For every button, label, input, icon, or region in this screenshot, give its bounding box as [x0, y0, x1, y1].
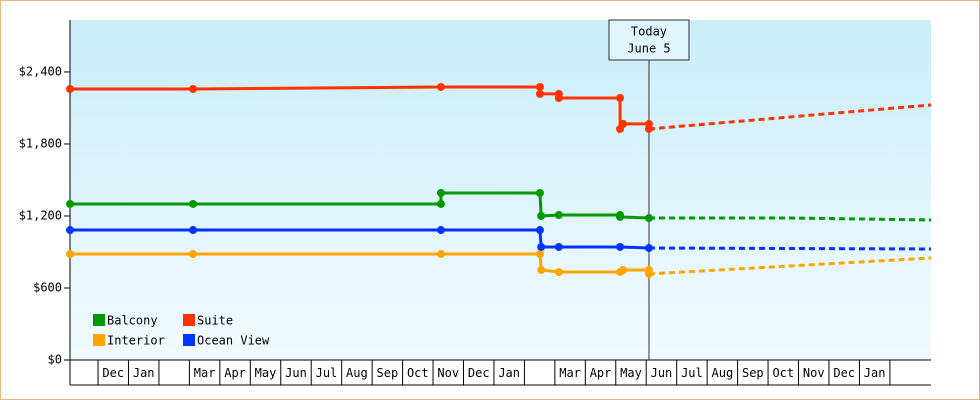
today-label: June 5 — [627, 42, 670, 56]
price-point — [644, 269, 653, 278]
x-tick-label: Dec — [468, 366, 490, 380]
price-point — [189, 85, 198, 94]
legend-label: Ocean View — [197, 334, 270, 348]
price-point — [436, 199, 445, 208]
x-tick-label: Oct — [407, 366, 429, 380]
x-tick-label: Jul — [681, 366, 703, 380]
price-point — [66, 85, 74, 94]
x-tick-label: Jan — [133, 366, 155, 380]
price-point — [535, 226, 544, 235]
price-point — [535, 82, 544, 91]
legend-swatch — [183, 334, 195, 346]
price-point — [554, 268, 563, 277]
x-tick-label: Dec — [833, 366, 855, 380]
legend-swatch — [183, 314, 195, 326]
price-point — [535, 188, 544, 197]
x-tick-label: Mar — [194, 366, 216, 380]
legend-label: Balcony — [107, 314, 158, 328]
today-box — [608, 19, 690, 61]
forecast-line — [648, 103, 932, 131]
x-tick-label: Apr — [224, 366, 246, 380]
price-point — [189, 250, 198, 259]
x-tick-label: Apr — [590, 366, 612, 380]
x-tick-label: Sep — [742, 366, 764, 380]
price-point — [436, 250, 445, 259]
price-point — [554, 242, 563, 251]
x-tick-label: Aug — [346, 366, 368, 380]
x-tick-label: May — [255, 366, 277, 380]
price-point — [66, 226, 74, 235]
price-point — [189, 199, 198, 208]
x-tick-label: Nov — [437, 366, 459, 380]
x-tick-label: May — [620, 366, 642, 380]
price-point — [644, 214, 653, 223]
x-tick-label: Aug — [712, 366, 734, 380]
legend-swatch — [93, 334, 105, 346]
y-tick-label: $2,400 — [19, 64, 62, 78]
price-point — [644, 124, 653, 133]
x-tick-label: Nov — [803, 366, 825, 380]
forecast-line — [648, 246, 932, 251]
legend-swatch — [93, 314, 105, 326]
x-tick-label: Jan — [864, 366, 886, 380]
price-point — [537, 265, 546, 274]
legend-label: Suite — [197, 314, 233, 328]
legend-label: Interior — [107, 334, 165, 348]
x-tick-label: Jul — [316, 366, 338, 380]
x-tick-label: Jun — [285, 366, 307, 380]
x-tick-label: Mar — [559, 366, 581, 380]
price-point — [537, 211, 546, 220]
price-line — [70, 252, 651, 274]
price-point — [66, 250, 74, 259]
forecast-line — [648, 216, 932, 222]
plot-area — [70, 20, 931, 360]
y-tick-label: $0 — [48, 353, 62, 367]
price-point — [619, 265, 628, 274]
price-point — [436, 188, 445, 197]
y-tick-label: $1,200 — [19, 208, 62, 222]
price-point — [616, 212, 625, 221]
price-point — [616, 94, 625, 103]
x-tick-label: Oct — [772, 366, 794, 380]
x-tick-label: Dec — [102, 366, 124, 380]
forecast-line — [648, 256, 932, 276]
price-line — [70, 228, 650, 250]
price-point — [535, 250, 544, 259]
y-tick-label: $600 — [33, 280, 62, 294]
y-tick-label: $1,800 — [19, 136, 62, 150]
price-point — [537, 242, 546, 251]
price-point — [436, 82, 445, 91]
price-point — [189, 226, 198, 235]
price-point — [616, 242, 625, 251]
price-point — [535, 89, 544, 98]
today-label: Today — [631, 25, 667, 39]
x-tick-label: Sep — [377, 366, 399, 380]
price-point — [554, 94, 563, 103]
price-point — [66, 199, 74, 208]
price-point — [644, 244, 653, 253]
x-tick-label: Jun — [651, 366, 673, 380]
price-point — [554, 211, 563, 220]
x-tick-label: Jan — [498, 366, 520, 380]
price-point — [619, 119, 628, 128]
price-point — [436, 226, 445, 235]
